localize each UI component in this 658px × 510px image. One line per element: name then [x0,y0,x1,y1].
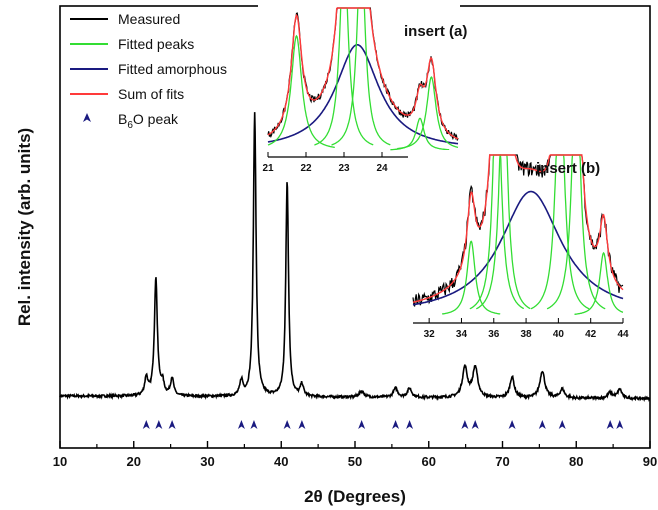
b-tick-label: 34 [456,329,468,340]
b6o-peak-marker [616,420,624,429]
a-tick-label: 21 [262,163,274,174]
b6o-peak-marker [606,420,614,429]
a-tick-label: 24 [376,163,388,174]
inset-b-sum-curve [412,154,624,303]
b-tick-label: 44 [617,329,629,340]
b6o-peak-marker [471,420,479,429]
measured-curve [59,112,651,402]
legend-b6o-sub: 6 [127,120,133,131]
inset-b-x-ticks: 32 34 36 38 40 42 44 [424,318,629,340]
b6o-peak-marker [298,420,306,429]
x-tick-label: 80 [569,454,583,469]
b-tick-label: 42 [585,329,597,340]
b6o-peak-marker [406,420,414,429]
x-tick-label: 20 [127,454,141,469]
legend-b6o-main: B [118,111,127,127]
b6o-peak-marker [558,420,566,429]
b-tick-label: 38 [521,329,533,340]
x-tick-label: 50 [348,454,362,469]
b6o-peak-marker [168,420,176,429]
legend-label-fitted-amorphous: Fitted amorphous [118,61,227,77]
fitted-peak [441,240,501,315]
b6o-peak-marker [538,420,546,429]
legend-label-measured: Measured [118,11,180,27]
y-axis-title: Rel. intensity (arb. units) [15,128,34,326]
x-tick-label: 30 [200,454,214,469]
fitted-peak [574,251,624,315]
legend-label-sum-of-fits: Sum of fits [118,86,184,102]
b6o-peak-marker [461,420,469,429]
b6o-peak-marker [142,420,150,429]
inset-b: 32 34 36 38 40 42 44 insert (b) [408,150,633,340]
x-tick-label: 70 [495,454,509,469]
inset-b-title: insert (b) [536,160,600,177]
b6o-peak-marker [237,420,245,429]
b-tick-label: 32 [424,329,436,340]
x-tick-label: 90 [643,454,657,469]
x-tick-label: 60 [422,454,436,469]
legend-label-b6o-peak: B6O peak [118,111,179,131]
fitted-peak [267,34,335,149]
fitted-peak [397,76,459,150]
b6o-peak-markers [142,420,624,429]
legend: Measured Fitted peaks Fitted amorphous S… [70,11,227,131]
x-tick-label: 10 [53,454,67,469]
a-tick-label: 22 [300,163,312,174]
legend-triangle-icon [83,113,91,122]
b6o-peak-marker [283,420,291,429]
b6o-peak-marker [358,420,366,429]
b6o-peak-marker [155,420,163,429]
a-tick-label: 23 [338,163,350,174]
b6o-peak-marker [392,420,400,429]
legend-label-fitted-peaks: Fitted peaks [118,36,194,52]
b6o-peak-marker [250,420,258,429]
legend-b6o-suffix: O peak [133,111,179,127]
x-axis-title: 2θ (Degrees) [304,487,406,506]
x-tick-label: 40 [274,454,288,469]
inset-a-title: insert (a) [404,23,467,40]
b6o-peak-marker [508,420,516,429]
b-tick-label: 40 [553,329,565,340]
b-tick-label: 36 [488,329,500,340]
inset-a: 212223242526 insert (a) [258,3,467,174]
inset-a-sum-curve [267,7,459,140]
main-x-ticks: 10 20 30 40 50 60 70 80 90 [53,441,657,469]
